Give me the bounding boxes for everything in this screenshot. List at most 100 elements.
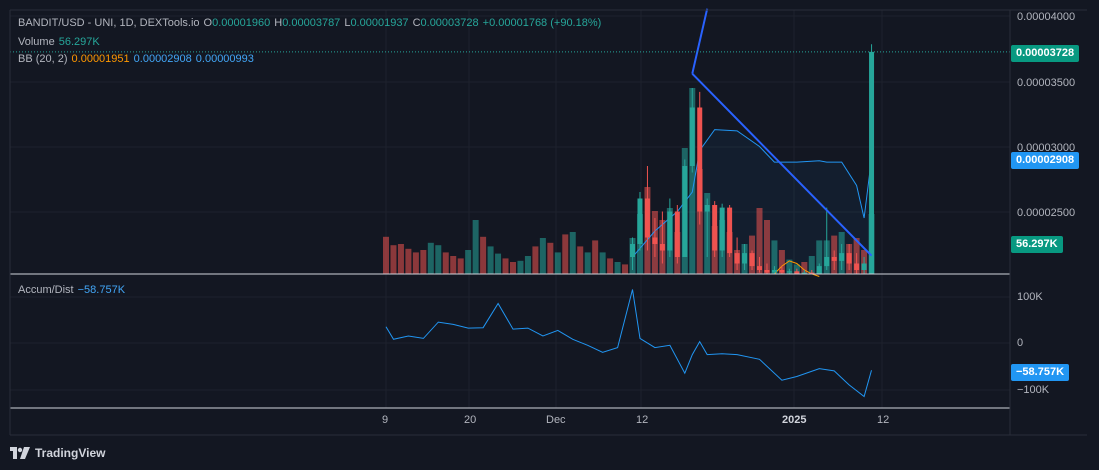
candle-body [839,253,845,261]
low-value: 0.00001937 [350,17,409,29]
pane-frame [9,9,1087,436]
candle-body [757,266,762,270]
volume-bar [412,252,419,274]
grid [10,10,1010,408]
volume-bar [577,246,584,274]
candle-body [682,166,688,257]
candle-body [674,211,680,257]
open-label: O [203,17,213,29]
close-label: C [412,17,421,29]
candle-body [801,272,807,274]
time-tick-label: 2025 [782,414,807,426]
last-price-tag: 0.00003728 [1011,45,1080,62]
ad-tick-label: 100K [1017,291,1043,303]
volume-bar [562,234,569,274]
volume-bar [771,240,778,274]
volume-bar [599,252,606,274]
volume-bar [457,258,464,274]
candle-body [637,198,643,244]
volume-bar [622,264,629,274]
volume-bar [532,246,539,274]
volume-bar [495,253,502,274]
candle-body [779,270,785,273]
price-tick-label: 0.00003000 [1017,142,1076,154]
volume-bar [465,250,472,274]
trendline-up [691,8,709,74]
volume-bar [569,232,576,274]
volume-value: 56.297K [58,36,100,48]
volume-bar [539,238,546,274]
candle-body [719,207,725,251]
bb-legend[interactable]: BB (20, 2) 0.00001951 0.00002908 0.00000993 [18,53,258,65]
open-value: 0.00001960 [212,17,271,29]
tradingview-logo-icon [10,447,30,459]
volume-bar [584,252,591,274]
candle-body [794,271,800,274]
candle-body [734,253,740,264]
candle-body [861,263,867,270]
price-candles [630,44,875,274]
candle-body [831,257,837,261]
time-tick-label: 9 [382,414,389,426]
candle-body [816,266,822,274]
volume-legend[interactable]: Volume 56.297K [18,36,104,48]
ad-legend[interactable]: Accum/Dist −58.757K [18,284,129,296]
volume-bar [390,245,397,274]
volume-label: Volume [18,36,55,48]
close-value: 0.00003728 [420,17,479,29]
tradingview-brand[interactable]: TradingView [10,444,105,462]
volume-bar [397,244,404,274]
ad-tick-label: 0 [1017,337,1024,349]
accum-dist-line [385,289,872,398]
candle-body [824,257,830,267]
candle-body [712,205,718,251]
volume-bar [517,260,524,274]
bb-lower-value: 0.00000993 [195,53,254,65]
volume-bar [435,245,442,274]
time-tick-label: Dec [546,414,566,426]
price-tick-label: 0.00003500 [1017,77,1076,89]
ohlc-legend: BANDIT/USD - UNI, 1D, DEXTools.io O0.0000… [18,17,605,29]
candle-body [771,270,777,273]
volume-bar [450,256,457,274]
symbol-title[interactable]: BANDIT/USD - UNI, 1D, DEXTools.io [18,17,200,29]
volume-bar [801,262,808,274]
volume-bar [808,256,815,274]
volume-bar [756,208,763,274]
bb-label: BB (20, 2) [18,53,68,65]
volume-bar [509,262,516,274]
high-value: 0.00003787 [282,17,341,29]
candle-body [869,51,875,274]
time-tick-label: 12 [877,414,890,426]
volume-bar [427,242,434,274]
volume-bar [607,258,614,274]
ad-tick-label: −100K [1017,384,1050,396]
time-tick-label: 12 [636,414,649,426]
candle-body [630,244,636,257]
candle-body [659,244,665,251]
volume-bar [524,256,531,274]
bb-upper-value: 0.00002908 [133,53,192,65]
change-value: +0.00001768 (+90.18%) [482,17,602,29]
bb-basis-value: 0.00001951 [71,53,130,65]
volume-tag: 56.297K [1011,236,1063,253]
time-tick-label: 20 [464,414,477,426]
trendlines [691,8,873,257]
candle-body [749,253,755,267]
candle-body [809,272,815,274]
volume-bar [689,88,696,274]
candle-body [786,271,792,273]
volume-bar [786,259,793,274]
volume-bar [405,248,412,274]
bb-upper-tag: 0.00002908 [1011,152,1080,169]
volume-bar [420,250,427,274]
candle-body [704,205,710,212]
ad-value-tag: −58.757K [1011,364,1070,381]
ad-value: −58.757K [77,284,126,296]
candle-body [727,207,733,254]
ad-line [385,289,872,398]
trendline-down [691,72,873,257]
volume-bar [592,240,599,274]
candle-body [846,253,852,264]
